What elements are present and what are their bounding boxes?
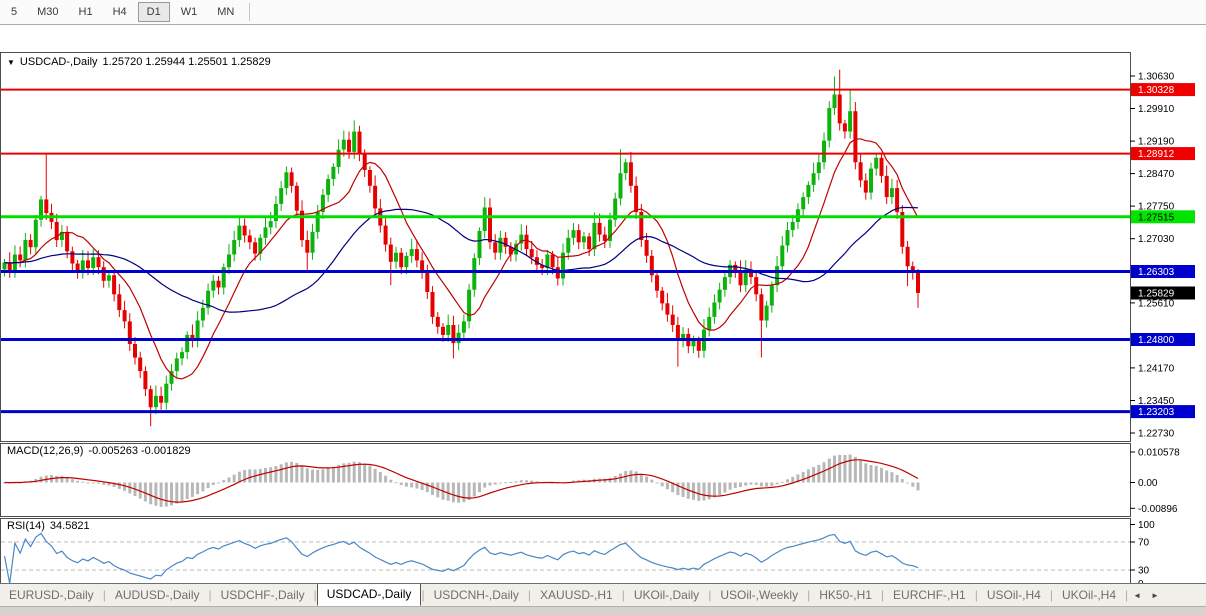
price-badge-label: 1.23203 bbox=[1138, 407, 1175, 418]
timeframe-toolbar: 5 M30 H1 H4 D1 W1 MN bbox=[0, 0, 1206, 25]
macd-axis: 0.010578 0.00 -0.00896 bbox=[1130, 448, 1180, 515]
timeframe-button-w1[interactable]: W1 bbox=[180, 6, 198, 18]
timeframe-button-mn[interactable]: MN bbox=[217, 6, 235, 18]
rsi-value: 34.5821 bbox=[49, 520, 90, 532]
macd-values: -0.005263 -0.001829 bbox=[88, 445, 191, 457]
chart-ohlc-values: 1.25720 1.25944 1.25501 1.25829 bbox=[102, 56, 271, 68]
price-tick-label: 1.29190 bbox=[1138, 137, 1175, 148]
tab-separator: | bbox=[708, 588, 712, 602]
macd-tick-label: -0.00896 bbox=[1138, 504, 1178, 515]
window-bottom-strip bbox=[0, 606, 1206, 615]
tab-scroll-right-icon[interactable]: ► bbox=[1151, 591, 1159, 600]
chart-window[interactable]: 1.30630 1.29910 1.29190 1.28470 1.27750 1.270… bbox=[0, 25, 1206, 603]
rsi-axis: 10070300 bbox=[1130, 520, 1155, 590]
price-badge-label: 1.30328 bbox=[1138, 85, 1175, 96]
tab-scroll-left-icon[interactable]: ◄ bbox=[1133, 591, 1142, 600]
timeframe-button-m30[interactable]: M30 bbox=[37, 6, 59, 18]
rsi-indicator-label: RSI(14) 34.5821 bbox=[7, 520, 95, 532]
chart-graphics: 1.30630 1.29910 1.29190 1.28470 1.27750 1.270… bbox=[0, 25, 1206, 615]
tab-separator: | bbox=[621, 588, 625, 602]
tab-separator: | bbox=[1125, 588, 1129, 602]
price-badge bbox=[1131, 147, 1195, 161]
chart-tab-hk50[interactable]: HK50-,H1 bbox=[819, 588, 872, 602]
rsi-name: RSI(14) bbox=[7, 520, 45, 532]
tab-separator: | bbox=[102, 588, 106, 602]
symbol-tab-bar: EURUSD-,Daily | AUDUSD-,Daily | USDCHF-,Dail… bbox=[0, 583, 1206, 606]
price-tick-label: 1.28470 bbox=[1138, 169, 1175, 180]
price-badge-label: 1.27515 bbox=[1138, 212, 1175, 223]
chart-tab-eurchf[interactable]: EURCHF-,H1 bbox=[893, 588, 966, 602]
rsi-tick-label: 100 bbox=[1138, 520, 1155, 531]
chart-title: ▼ USDCAD-,Daily 1.25720 1.25944 1.25501 … bbox=[7, 56, 271, 68]
chart-tab-eurusd[interactable]: EURUSD-,Daily bbox=[9, 588, 94, 602]
chart-tab-usdcnh[interactable]: USDCNH-,Daily bbox=[433, 588, 519, 602]
price-badge bbox=[1131, 83, 1195, 97]
price-tick-label: 1.30630 bbox=[1138, 72, 1175, 83]
price-badge-label: 1.24800 bbox=[1138, 335, 1175, 346]
price-badge bbox=[1131, 265, 1195, 278]
price-axis[interactable]: 1.30630 1.29910 1.29190 1.28470 1.27750 1.270… bbox=[1130, 72, 1195, 440]
chart-tab-usdcad[interactable]: USDCAD-,Daily bbox=[316, 584, 422, 606]
chart-tab-usdchf[interactable]: USDCHF-,Daily bbox=[220, 588, 305, 602]
ma-slow-line bbox=[4, 206, 919, 313]
price-tick-label: 1.22730 bbox=[1138, 429, 1175, 440]
price-badge bbox=[1131, 405, 1195, 419]
timeframe-button-5[interactable]: 5 bbox=[11, 6, 18, 18]
timeframe-button-d1[interactable]: D1 bbox=[137, 2, 170, 22]
tab-separator: | bbox=[974, 588, 978, 602]
price-tick-label: 1.24170 bbox=[1138, 363, 1175, 374]
chart-tab-audusd[interactable]: AUDUSD-,Daily bbox=[114, 588, 200, 602]
timeframe-button-h4[interactable]: H4 bbox=[112, 6, 127, 18]
chart-tab-usoil[interactable]: USOil-,Weekly bbox=[720, 588, 799, 602]
price-tick-label: 1.29910 bbox=[1138, 104, 1175, 115]
tab-separator: | bbox=[1049, 588, 1053, 602]
tab-separator: | bbox=[527, 588, 532, 602]
macd-pane[interactable] bbox=[0, 443, 1131, 517]
rsi-tick-label: 30 bbox=[1138, 566, 1150, 577]
price-tick-label: 1.23450 bbox=[1138, 396, 1175, 407]
chart-symbol-label: USDCAD-,Daily bbox=[19, 56, 98, 68]
tab-separator: | bbox=[880, 588, 885, 602]
tab-separator: | bbox=[208, 588, 212, 602]
chart-tab-xauusd[interactable]: XAUUSD-,H1 bbox=[540, 588, 613, 602]
rsi-pane[interactable] bbox=[0, 518, 1131, 586]
price-tick-label: 1.27750 bbox=[1138, 202, 1175, 213]
price-badge-label: 1.25829 bbox=[1138, 289, 1175, 300]
price-badge bbox=[1131, 210, 1195, 224]
chart-tab-usoil[interactable]: USOil-,H4 bbox=[986, 588, 1041, 602]
macd-signal-line bbox=[4, 459, 919, 503]
symbol-dropdown-icon[interactable]: ▼ bbox=[7, 57, 15, 67]
macd-tick-label: 0.010578 bbox=[1138, 448, 1180, 459]
tab-separator: | bbox=[421, 588, 425, 602]
tab-separator: | bbox=[807, 588, 811, 602]
price-tick-label: 1.25610 bbox=[1138, 298, 1175, 309]
price-badge-label: 1.28912 bbox=[1138, 149, 1175, 160]
chart-tab-ukoil[interactable]: UKOil-,H4 bbox=[1061, 588, 1116, 602]
price-badge bbox=[1131, 286, 1195, 300]
price-badge bbox=[1131, 333, 1195, 346]
toolbar-separator bbox=[249, 3, 251, 21]
chart-tab-ukoil[interactable]: UKOil-,Daily bbox=[633, 588, 700, 602]
ma-fast-line bbox=[4, 138, 919, 380]
rsi-line bbox=[3, 532, 919, 584]
tab-separator: | bbox=[313, 588, 317, 602]
price-tick-label: 1.27030 bbox=[1138, 234, 1175, 245]
macd-tick-label: 0.00 bbox=[1138, 478, 1158, 489]
timeframe-button-h1[interactable]: H1 bbox=[78, 6, 93, 18]
macd-name: MACD(12,26,9) bbox=[7, 445, 84, 457]
price-badge-label: 1.26303 bbox=[1138, 267, 1175, 278]
main-chart-pane[interactable] bbox=[0, 52, 1131, 442]
macd-indicator-label: MACD(12,26,9) -0.005263 -0.001829 bbox=[7, 445, 196, 457]
rsi-tick-label: 70 bbox=[1138, 538, 1150, 549]
